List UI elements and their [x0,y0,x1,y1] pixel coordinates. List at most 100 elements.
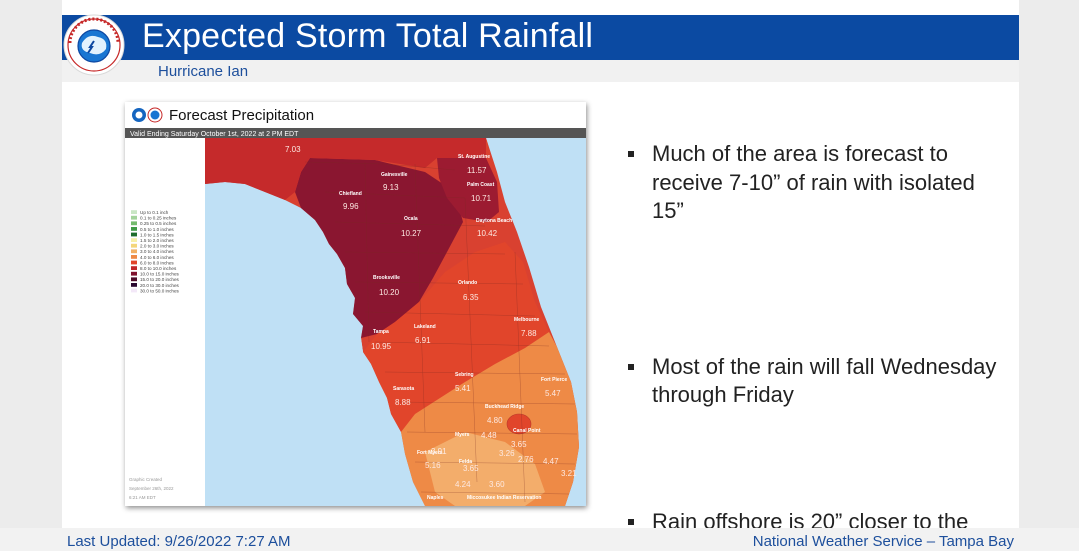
city-rainfall-value: 10.95 [371,342,392,351]
office-name: National Weather Service – Tampa Bay [752,533,1014,550]
legend-label: Up to 0.1 inch [140,210,169,215]
forecast-precipitation-map: Forecast Precipitation Valid Ending Satu… [125,102,586,506]
legend-swatch [131,215,137,220]
city-label: Miccosukee Indian Reservation 3.60 [467,480,541,501]
legend-label: 2.0 to 3.0 inches [140,244,174,249]
legend-entry: 10.0 to 15.0 inches [131,272,180,277]
city-label: Myers 4.48 [455,431,497,440]
city-rainfall-value: 10.42 [477,229,498,238]
legend-label: 0.25 to 0.5 inches [140,221,177,226]
city-label: Melbourne 7.88 [514,317,539,338]
last-updated: Last Updated: 9/26/2022 7:27 AM [67,533,291,550]
city-rainfall-value: 3.65 [463,464,479,473]
legend-swatch [131,277,137,282]
city-label: Lakeland 6.91 [414,324,436,345]
city-label: Naples 4.24 [427,480,471,501]
legend-label: 0.5 to 1.0 inches [140,227,174,232]
city-name: Orlando [458,280,477,286]
city-label: Chiefland 9.96 [339,191,362,211]
legend-entry: 0.5 to 1.0 inches [131,227,174,232]
page-subtitle: Hurricane Ian [158,63,249,80]
legend-label: 4.0 to 6.0 inches [140,255,174,260]
city-rainfall-value: 9.96 [343,202,359,211]
city-rainfall-value: 4.24 [455,480,471,489]
legend-entry: 1.0 to 1.5 inches [131,232,174,237]
city-label: Fort Pierce 5.47 [541,377,567,398]
rainfall-value: 4.47 [543,457,559,466]
city-name: Chiefland [339,191,362,197]
city-label: Orlando 6.35 [458,280,479,302]
noaa-logo-icon [132,108,146,122]
city-label: Ocala 10.27 [401,216,422,238]
legend-label: 30.0 to 50.0 inches [140,288,180,293]
legend-label: 0.1 to 0.25 inches [140,216,177,221]
city-rainfall-value: 8.88 [395,398,411,407]
city-rainfall-value: 4.48 [481,431,497,440]
legend-swatch [131,243,137,248]
legend-swatch [131,255,137,259]
legend-swatch [131,249,137,254]
city-rainfall-value: 10.20 [379,288,400,297]
legend-entry: 15.0 to 20.0 inches [131,277,180,282]
city-label: St. Augustine 11.57 [458,154,490,175]
rain-zone-8-10 [205,138,486,200]
legend-label: 10.0 to 15.0 inches [140,272,180,277]
title-bar [62,15,1019,60]
rain-zone-3-4 [425,432,545,506]
city-name: Melbourne [514,317,539,323]
rainfall-value: 3.21 [561,469,577,478]
city-name: St. Augustine [458,154,490,160]
city-name: Daytona Beach [476,218,512,224]
extra-values: 7.03 5.16 3.262.76 4.473.21 [285,145,577,478]
legend-swatch [131,238,137,242]
city-rainfall-value: 7.88 [521,329,537,338]
city-label: Sebring 5.41 [455,372,474,393]
legend-label: 15.0 to 20.0 inches [140,277,180,282]
legend-swatch [131,210,137,214]
legend-label: 6.0 to 8.0 inches [140,260,174,265]
legend-entry: Up to 0.1 inch [131,210,169,215]
valid-time: Valid Ending Saturday October 1st, 2022 … [130,131,299,138]
legend-swatch [131,271,137,276]
city-name: Naples [427,495,444,501]
city-rainfall-value: 3.65 [511,440,527,449]
city-name: Canal Point [513,428,541,434]
legend-entry: 8.0 to 10.0 inches [131,266,177,271]
legend-entry: 0.1 to 0.25 inches [131,216,177,221]
legend-swatch [131,288,137,293]
city-name: Sebring [455,372,474,378]
city-name: Myers [455,432,470,438]
legend-entry: 1.5 to 2.0 inches [131,238,174,243]
city-rainfall-value: 11.57 [467,166,487,175]
legend-label: 1.5 to 2.0 inches [140,238,174,243]
legend-entry: 0.25 to 0.5 inches [131,221,177,226]
city-name: Brooksville [373,275,400,281]
legend-label: 3.0 to 4.0 inches [140,249,174,254]
city-label: Palm Coast 10.71 [467,182,495,203]
rain-zone-10-15-east [437,158,499,222]
city-name: Fort Myers [417,450,443,456]
rain-zone-6-8 [363,242,549,432]
city-label: Brooksville 10.20 [373,275,400,297]
city-label: Canal Point 3.65 [511,428,541,449]
bullet-item: Much of the area is forecast to receive … [626,140,1006,226]
legend-swatch [131,227,137,231]
rainfall-value: 7.03 [285,145,301,154]
city-name: Fort Pierce [541,377,567,383]
legend-entry: 3.0 to 4.0 inches [131,249,174,254]
city-name: Tampa [373,329,389,335]
city-rainfall-value: 6.35 [463,293,479,302]
legend-swatch [131,221,137,226]
county-lines [304,161,578,503]
city-label: Sarasota 8.88 [393,386,414,407]
city-rainfall-value: 3.91 [431,447,447,456]
nws-small-logo-icon [147,107,163,123]
city-label: Tampa 10.95 [371,329,392,351]
rainfall-value: 5.16 [425,461,441,470]
city-rainfall-value: 6.91 [415,336,431,345]
map-title: Forecast Precipitation [169,107,314,124]
bullet-item: Most of the rain will fall Wednesday thr… [626,353,1006,410]
city-name: Lakeland [414,324,436,330]
